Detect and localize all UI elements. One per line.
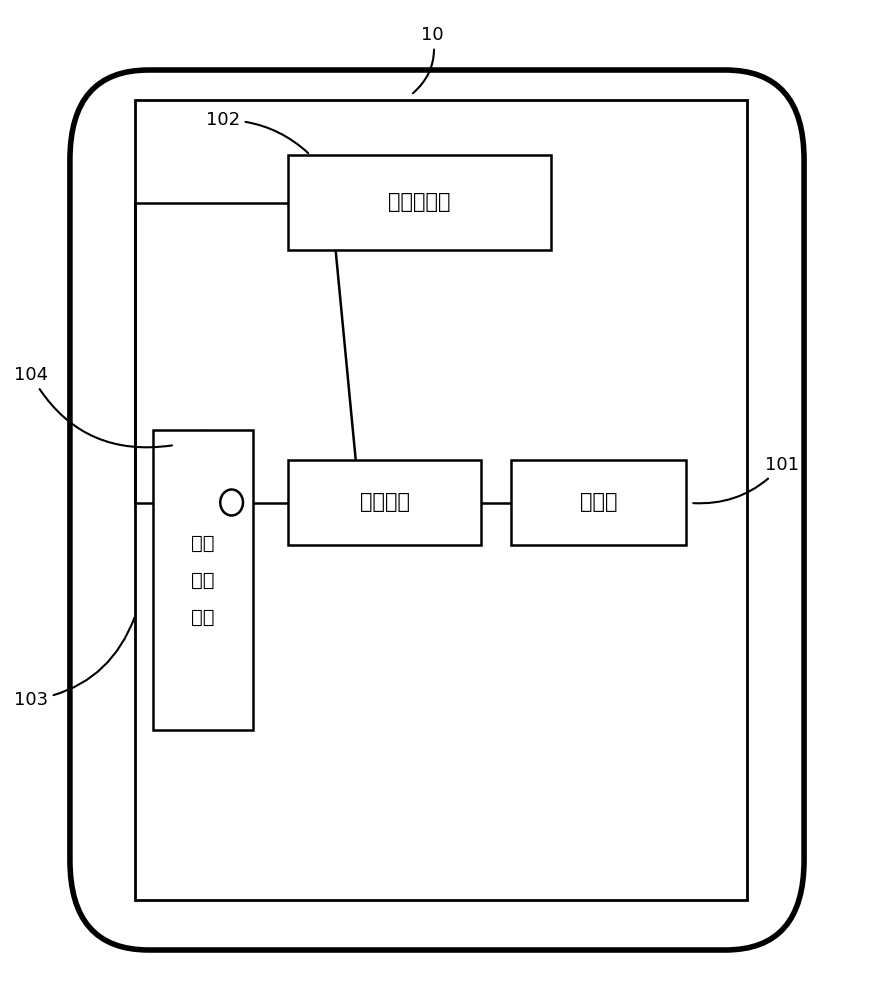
Text: 103: 103 bbox=[14, 618, 135, 709]
Bar bbox=[511, 460, 686, 545]
Text: 101: 101 bbox=[693, 456, 799, 503]
Text: 控制器: 控制器 bbox=[580, 492, 617, 512]
Text: 102: 102 bbox=[205, 111, 309, 153]
FancyBboxPatch shape bbox=[70, 70, 804, 950]
Text: 备用
天线
组件: 备用 天线 组件 bbox=[191, 533, 215, 626]
Text: 104: 104 bbox=[14, 366, 172, 447]
Bar bbox=[288, 155, 551, 250]
Bar bbox=[135, 100, 747, 900]
Bar bbox=[153, 430, 253, 730]
Bar bbox=[288, 460, 481, 545]
Text: 10: 10 bbox=[413, 26, 444, 93]
Text: 切换开关: 切换开关 bbox=[359, 492, 410, 512]
Text: 主天线组件: 主天线组件 bbox=[388, 192, 451, 213]
